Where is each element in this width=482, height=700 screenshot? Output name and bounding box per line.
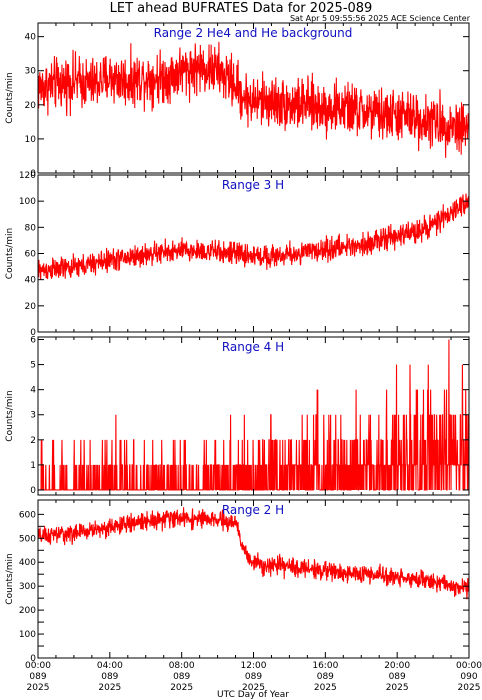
x-tick-label: 00:00 bbox=[456, 661, 482, 671]
y-tick-label: 120 bbox=[19, 171, 36, 181]
x-tick-label: 16:00 bbox=[312, 661, 338, 671]
x-axis: 00:00089202504:00089202508:00089202512:0… bbox=[25, 661, 482, 693]
y-tick-label: 200 bbox=[19, 606, 36, 616]
panel-title: Range 4 H bbox=[222, 340, 284, 354]
y-tick-label: 500 bbox=[19, 534, 36, 544]
series-line-4 bbox=[38, 507, 469, 600]
x-tick-label: 2025 bbox=[386, 683, 409, 693]
x-tick-label: 089 bbox=[389, 672, 406, 682]
panel-2: 0 20 40 60 80 100 120 Counts/min Range 3 H bbox=[5, 171, 470, 338]
y-tick-label: 80 bbox=[25, 223, 37, 233]
x-tick-label: 2025 bbox=[314, 683, 337, 693]
timestamp: Sat Apr 5 09:55:56 2025 ACE Science Cent… bbox=[290, 14, 471, 23]
x-tick-label: 2025 bbox=[98, 683, 121, 693]
panel-title: Range 2 He4 and He background bbox=[154, 26, 353, 40]
x-tick-label: 08:00 bbox=[169, 661, 195, 671]
series-line-2 bbox=[38, 193, 469, 280]
y-tick-label: 100 bbox=[19, 630, 36, 640]
y-tick-label: 40 bbox=[25, 276, 37, 286]
y-tick-label: 600 bbox=[19, 510, 36, 520]
y-tick-label: 2 bbox=[30, 436, 36, 446]
y-axis-label: Counts/min bbox=[5, 228, 15, 279]
x-tick-label: 00:00 bbox=[25, 661, 51, 671]
panel-title: Range 3 H bbox=[222, 178, 284, 192]
series-line-3 bbox=[38, 339, 469, 491]
x-tick-label: 2025 bbox=[170, 683, 193, 693]
x-tick-label: 2025 bbox=[242, 683, 265, 693]
y-tick-label: 0 bbox=[30, 654, 36, 664]
y-tick-label: 20 bbox=[25, 302, 37, 312]
y-tick-label: 1 bbox=[30, 461, 36, 471]
y-axis-label: Counts/min bbox=[5, 390, 15, 441]
y-tick-label: 40 bbox=[25, 33, 37, 43]
y-tick-label: 30 bbox=[25, 67, 37, 77]
x-tick-label: 089 bbox=[317, 672, 334, 682]
y-tick-label: 100 bbox=[19, 197, 36, 207]
panel-3: 0 1 2 3 4 5 6 Counts/min Range 4 H bbox=[5, 336, 470, 496]
y-tick-label: 5 bbox=[30, 361, 36, 371]
panel-4: 0 100 200 300 400 500 600 Counts/min Range 2 H bbox=[5, 499, 470, 664]
y-tick-label: 6 bbox=[30, 336, 36, 346]
x-tick-label: 2025 bbox=[27, 683, 50, 693]
y-tick-label: 300 bbox=[19, 582, 36, 592]
x-tick-label: 089 bbox=[245, 672, 262, 682]
y-tick-label: 20 bbox=[25, 101, 37, 111]
x-tick-label: 089 bbox=[29, 672, 46, 682]
x-tick-label: 20:00 bbox=[384, 661, 410, 671]
y-tick-label: 0 bbox=[30, 328, 36, 338]
y-tick-label: 4 bbox=[30, 386, 36, 396]
x-tick-label: 089 bbox=[173, 672, 190, 682]
y-axis-label: Counts/min bbox=[5, 72, 15, 123]
y-tick-label: 0 bbox=[30, 169, 36, 179]
y-tick-label: 400 bbox=[19, 558, 36, 568]
y-tick-label: 10 bbox=[25, 135, 37, 145]
y-tick-label: 60 bbox=[25, 250, 37, 260]
x-tick-label: 089 bbox=[101, 672, 118, 682]
x-axis-title: UTC Day of Year bbox=[217, 690, 289, 700]
x-tick-label: 090 bbox=[460, 672, 477, 682]
y-tick-label: 3 bbox=[30, 411, 36, 421]
x-tick-label: 04:00 bbox=[97, 661, 123, 671]
series-line-1 bbox=[38, 41, 469, 158]
panel-1: 0 10 20 30 40 Counts/min Range 2 He4 and He ba… bbox=[5, 22, 470, 179]
y-axis-label: Counts/min bbox=[5, 553, 15, 604]
y-tick-label: 0 bbox=[30, 486, 36, 496]
x-tick-label: 2025 bbox=[458, 683, 481, 693]
panel-title: Range 2 H bbox=[222, 503, 284, 517]
figure-title: LET ahead BUFRATES Data for 2025-089 bbox=[110, 1, 373, 16]
x-tick-label: 12:00 bbox=[241, 661, 267, 671]
